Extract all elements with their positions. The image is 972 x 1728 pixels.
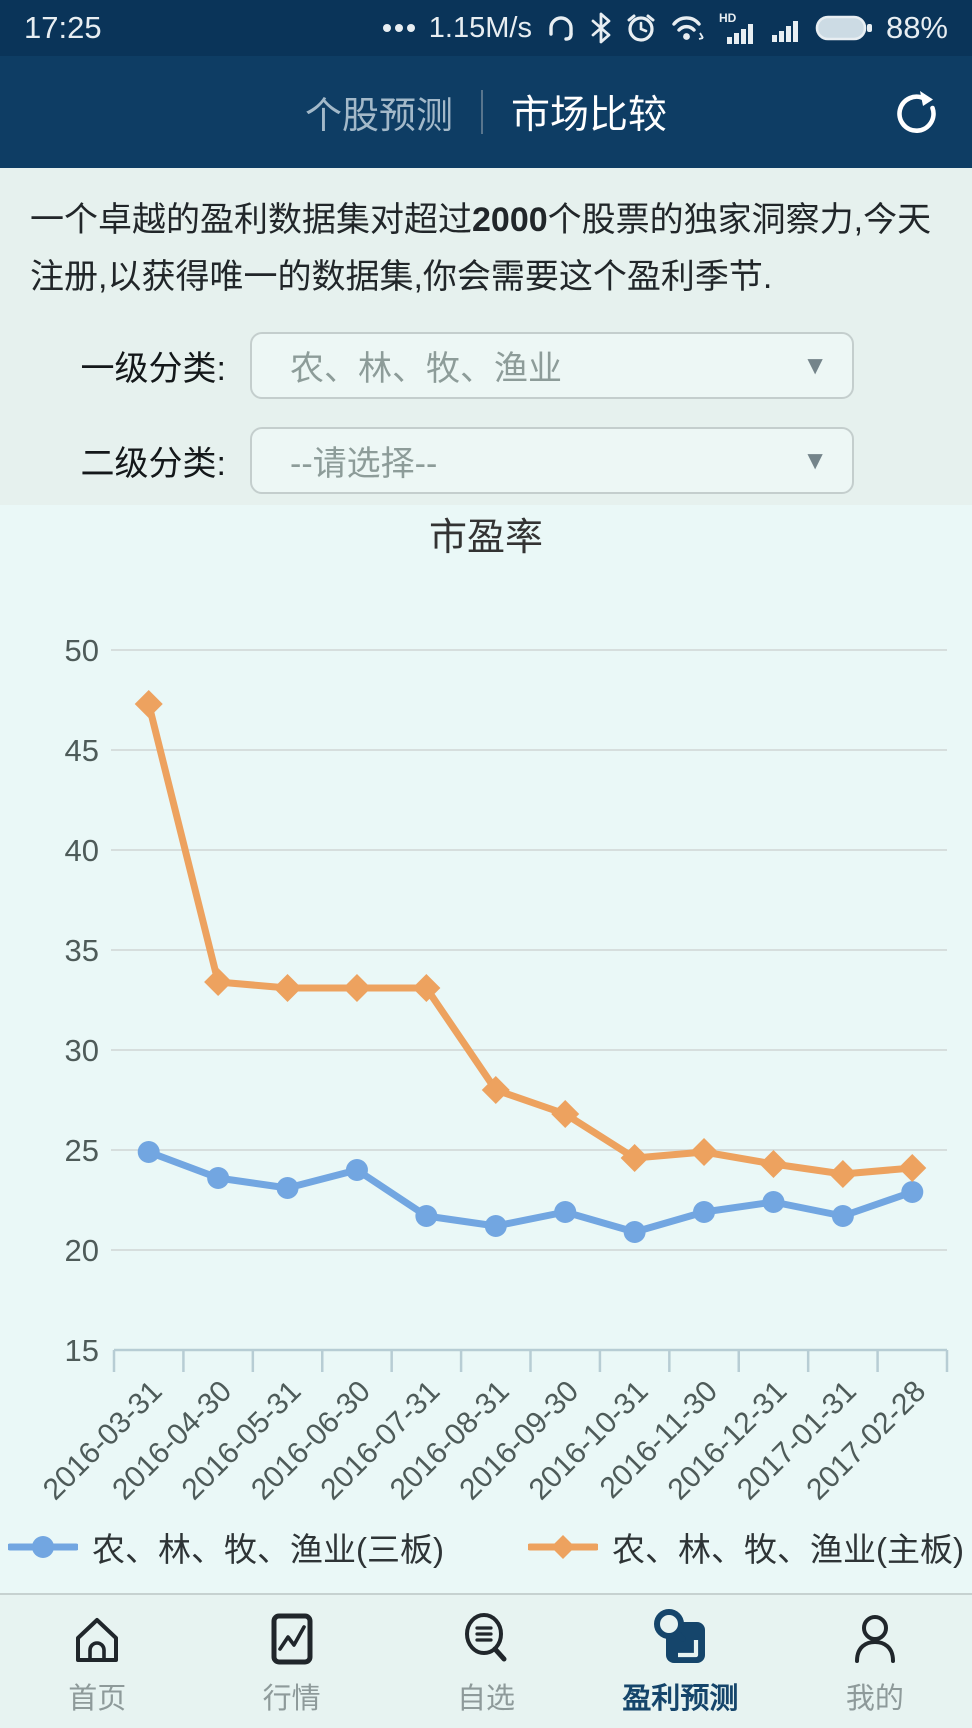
legend-item-sanban[interactable]: 农、林、牧、渔业(三板)	[8, 1523, 444, 1571]
tab-market-compare[interactable]: 市场比较	[510, 94, 667, 137]
signal-icon	[771, 21, 798, 42]
wifi-icon	[672, 16, 704, 40]
filter-row-level2: 二级分类: --请选择-- ▼	[0, 427, 972, 494]
legend-label: 农、林、牧、渔业(主板)	[612, 1531, 964, 1568]
svg-text:30: 30	[65, 1033, 99, 1068]
nav-label: 盈利预测	[622, 1683, 739, 1715]
home-icon	[76, 1618, 119, 1662]
refresh-icon	[897, 91, 936, 133]
chevron-down-icon: ▼	[802, 445, 828, 475]
nav-item-profile[interactable]: 我的	[778, 1595, 972, 1717]
legend-marker-diamond	[528, 1535, 598, 1559]
svg-text:45: 45	[65, 733, 99, 768]
legend-marker-circle	[8, 1536, 79, 1558]
more-dots-icon	[382, 24, 415, 32]
legend-label: 农、林、牧、渔业(三板)	[92, 1531, 444, 1568]
nav-label: 首页	[68, 1683, 127, 1715]
battery-percent: 88%	[885, 10, 948, 45]
tab-stock-forecast[interactable]: 个股预测	[304, 95, 453, 136]
svg-text:40: 40	[65, 833, 99, 868]
level2-label: 二级分类:	[80, 445, 226, 483]
level1-select[interactable]: 农、林、牧、渔业 ▼	[250, 332, 854, 399]
refresh-button[interactable]	[890, 86, 942, 138]
watchlist-search-icon	[465, 1613, 507, 1662]
level1-label: 一级分类:	[80, 350, 226, 388]
level2-select-value: --请选择--	[290, 445, 438, 483]
svg-text:20: 20	[65, 1233, 99, 1268]
profit-forecast-icon	[654, 1609, 706, 1663]
chart-legend: 农、林、牧、渔业(三板) 农、林、牧、渔业(主板)	[0, 1523, 972, 1571]
nav-item-market[interactable]: 行情	[194, 1595, 388, 1717]
level2-select[interactable]: --请选择-- ▼	[250, 427, 854, 494]
status-bar: 17:25 1.15M/s HD 88%	[0, 0, 972, 56]
svg-text:50: 50	[65, 633, 99, 668]
nav-label: 行情	[262, 1683, 321, 1715]
header: 个股预测 市场比较	[0, 56, 972, 168]
nav-label: 自选	[457, 1683, 516, 1715]
status-icons: 1.15M/s HD 88%	[382, 10, 948, 46]
network-speed: 1.15M/s	[428, 11, 532, 44]
hd-signal-icon: HD	[719, 11, 753, 44]
profile-icon	[854, 1615, 895, 1663]
chart-section: 市盈率 15 20 25 30 35 40 45 50 2016-03-31 2016-04-30…	[0, 505, 972, 1593]
nav-label: 我的	[845, 1683, 904, 1715]
filters: 一级分类: 农、林、牧、渔业 ▼ 二级分类: --请选择-- ▼	[0, 332, 972, 494]
bluetooth-icon	[591, 12, 611, 44]
svg-text:HD: HD	[719, 11, 737, 25]
promo-and-filters: 一个卓越的盈利数据集对超过2000个股票的独家洞察力,今天注册,以获得唯一的数据…	[0, 168, 972, 505]
alarm-icon	[627, 14, 655, 42]
nav-item-profit-forecast[interactable]: 盈利预测	[583, 1595, 777, 1717]
headset-icon	[549, 16, 573, 41]
chevron-down-icon: ▼	[802, 350, 828, 380]
chart-title: 市盈率	[428, 517, 543, 559]
battery-icon	[815, 15, 872, 41]
status-time: 17:25	[24, 10, 102, 45]
legend-item-zhuban[interactable]: 农、林、牧、渔业(主板)	[528, 1523, 964, 1571]
nav-item-watchlist[interactable]: 自选	[389, 1595, 583, 1717]
promo-text: 一个卓越的盈利数据集对超过2000个股票的独家洞察力,今天注册,以获得唯一的数据…	[30, 201, 932, 296]
market-chart-icon	[271, 1613, 313, 1665]
pe-ratio-line-chart: 15202530354045502016-03-312016-04-302016…	[37, 633, 949, 1506]
promo-highlight: 2000	[472, 201, 548, 239]
header-tab-divider	[480, 90, 483, 134]
level1-select-value: 农、林、牧、渔业	[290, 350, 562, 388]
svg-text:25: 25	[65, 1133, 99, 1168]
svg-text:35: 35	[65, 933, 99, 968]
svg-text:15: 15	[65, 1333, 99, 1368]
nav-item-home[interactable]: 首页	[0, 1595, 194, 1717]
bottom-nav: 首页 行情 自选 盈利预测 我的	[0, 1593, 972, 1728]
filter-row-level1: 一级分类: 农、林、牧、渔业 ▼	[0, 332, 972, 399]
